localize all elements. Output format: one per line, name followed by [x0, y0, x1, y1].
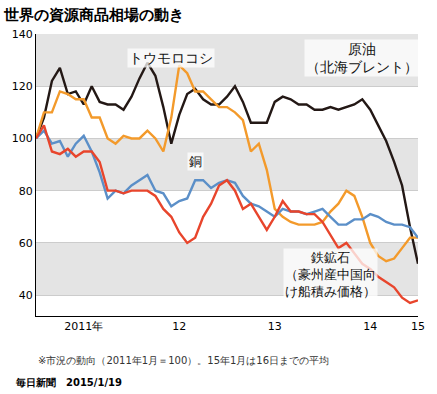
svg-text:2011年: 2011年	[64, 320, 103, 333]
svg-text:※市況の動向（2011年1月＝100）。15年1月は16日ま: ※市況の動向（2011年1月＝100）。15年1月は16日までの平均	[38, 355, 329, 366]
svg-text:15: 15	[411, 320, 425, 333]
svg-text:トウモロコシ: トウモロコシ	[129, 50, 213, 66]
svg-text:鉄鉱石（豪州産中国向け船積み価格）: 鉄鉱石（豪州産中国向け船積み価格）	[285, 250, 376, 299]
svg-text:世界の資源商品相場の動き: 世界の資源商品相場の動き	[3, 6, 184, 24]
svg-text:銅: 銅	[189, 154, 202, 169]
svg-text:毎日新聞 2015/1/19: 毎日新聞 2015/1/19	[15, 377, 122, 388]
svg-text:140: 140	[12, 28, 33, 41]
svg-text:原油（北海ブレント）: 原油（北海ブレント）	[306, 41, 418, 75]
svg-text:80: 80	[19, 185, 33, 198]
svg-text:40: 40	[19, 289, 33, 302]
svg-text:13: 13	[268, 320, 282, 333]
svg-text:120: 120	[12, 80, 33, 93]
svg-text:12: 12	[172, 320, 186, 333]
svg-text:100: 100	[12, 132, 33, 145]
svg-text:14: 14	[363, 320, 377, 333]
svg-text:60: 60	[19, 237, 33, 250]
